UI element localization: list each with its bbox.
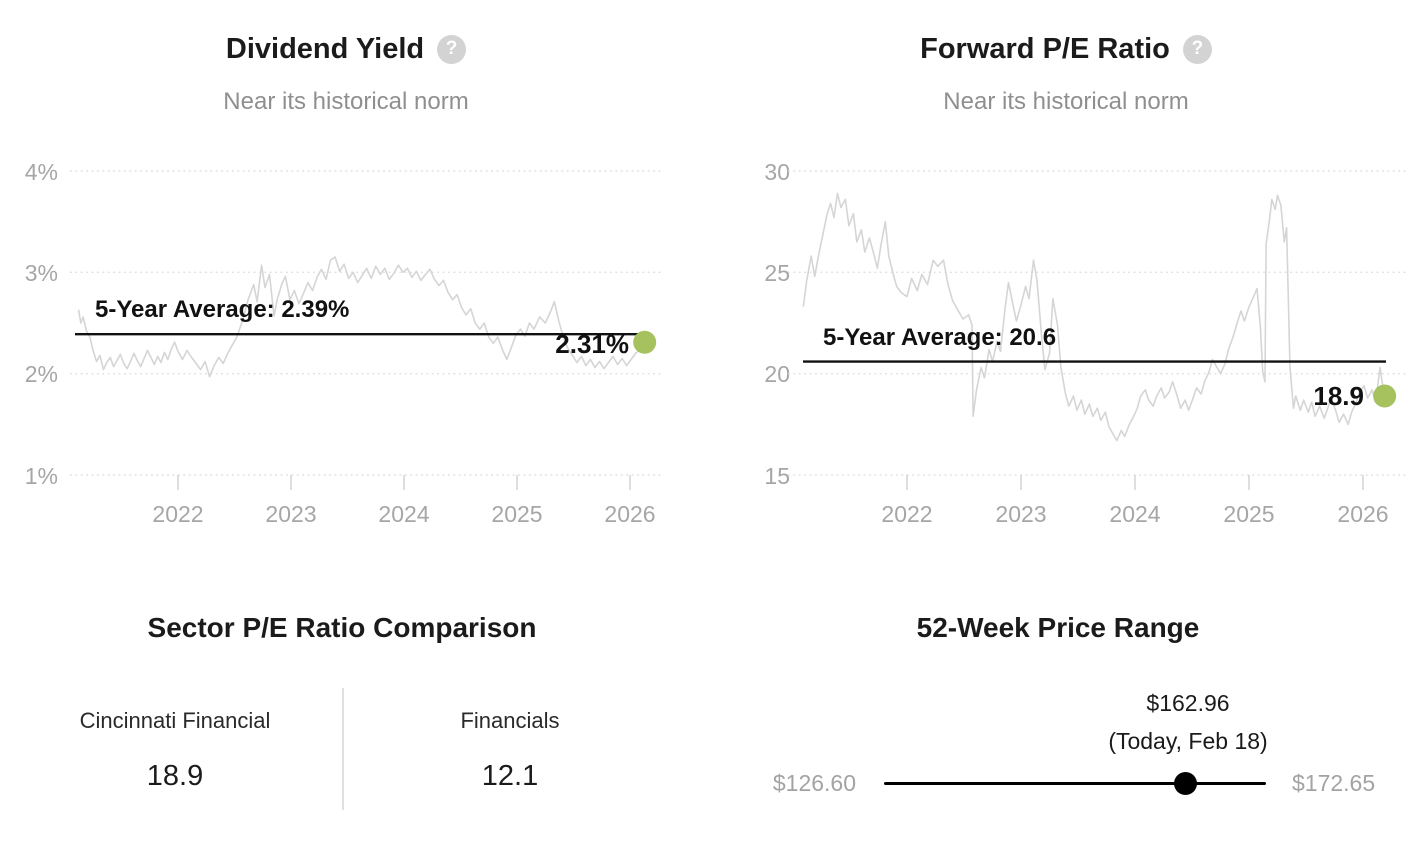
- x-axis-tick: 2026: [604, 501, 656, 527]
- x-axis-tick: 2024: [378, 501, 430, 527]
- average-line-label: 5-Year Average: 20.6: [823, 324, 1057, 351]
- y-axis-tick: 2%: [24, 361, 58, 387]
- forward-pe-plot: [788, 170, 1406, 490]
- section-title: 52-Week Price Range: [916, 612, 1200, 643]
- dividend-yield-plot: [70, 170, 662, 490]
- chart-header: Forward P/E Ratio ?: [716, 30, 1416, 68]
- x-axis-tick: 2026: [1337, 501, 1389, 527]
- y-axis-tick: 30: [764, 159, 790, 185]
- y-axis-tick: 25: [764, 260, 790, 286]
- help-icon[interactable]: ?: [437, 34, 467, 64]
- y-axis-tick: 20: [764, 361, 790, 387]
- current-price-date: (Today, Feb 18): [1108, 728, 1268, 754]
- y-axis-tick: 3%: [24, 260, 58, 286]
- page-title-forward-pe: Forward P/E Ratio: [920, 32, 1170, 65]
- y-axis-tick: 1%: [24, 463, 58, 489]
- current-price-label: $162.96: [1146, 690, 1230, 716]
- average-line-label: 5-Year Average: 2.39%: [95, 296, 350, 323]
- x-axis-tick: 2023: [265, 501, 317, 527]
- comparison-sector-label: Financials: [460, 708, 560, 733]
- current-value-label: 18.9: [1313, 381, 1364, 411]
- y-axis-tick: 15: [764, 463, 790, 489]
- comparison-company-label: Cincinnati Financial: [79, 708, 271, 733]
- x-axis-tick: 2022: [881, 501, 933, 527]
- page-title-dividend-yield: Dividend Yield: [225, 32, 425, 65]
- range-high-label: $172.65: [1292, 770, 1376, 796]
- y-axis-tick: 4%: [24, 159, 58, 185]
- x-axis-tick: 2025: [491, 501, 543, 527]
- price-range-knob[interactable]: [1174, 772, 1198, 795]
- range-low-label: $126.60: [772, 770, 856, 796]
- chart-subtitle: Near its historical norm: [223, 88, 469, 115]
- x-axis-tick: 2022: [152, 501, 204, 527]
- x-axis-tick: 2025: [1223, 501, 1275, 527]
- x-axis-tick: 2023: [995, 501, 1047, 527]
- help-icon[interactable]: ?: [1182, 34, 1212, 64]
- x-axis-tick: 2024: [1109, 501, 1161, 527]
- comparison-sector-value: 12.1: [481, 760, 539, 792]
- chart-subtitle: Near its historical norm: [943, 88, 1189, 115]
- comparison-company-value: 18.9: [146, 760, 204, 792]
- current-value-label: 2.31%: [555, 329, 629, 359]
- vertical-divider: [342, 688, 344, 810]
- chart-header: Dividend Yield ?: [0, 30, 692, 68]
- price-range-track: [884, 782, 1266, 785]
- section-title: Sector P/E Ratio Comparison: [147, 612, 537, 643]
